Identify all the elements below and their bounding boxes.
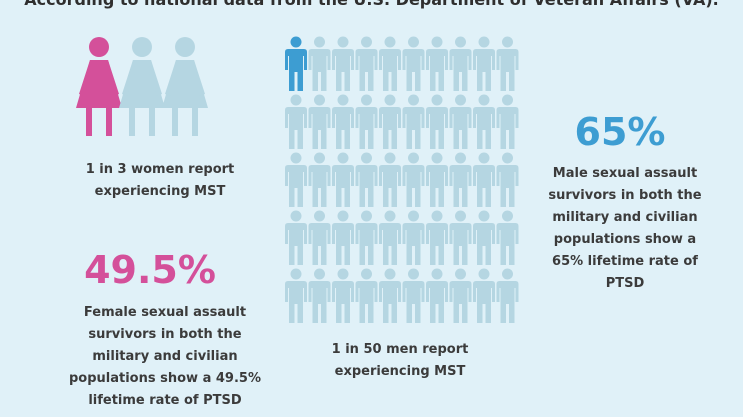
man-icon: [308, 94, 331, 149]
men-stat-caption: Male sexual assault survivors in both th…: [548, 166, 702, 291]
man-icon: [473, 268, 495, 323]
man-icon: [449, 152, 472, 207]
man-icon: [473, 152, 495, 207]
man-icon: [402, 210, 425, 265]
man-icon: [379, 210, 401, 265]
men-caption: 1 in 50 men report experiencing MST: [331, 342, 469, 379]
man-icon: [308, 210, 331, 265]
page-title: According to national data from the U.S.…: [0, 0, 743, 9]
woman-icon: [119, 37, 165, 136]
man-icon: [426, 94, 448, 149]
man-icon: [426, 36, 448, 91]
man-icon: [496, 36, 519, 91]
man-icon: [285, 210, 307, 265]
women-pictogram: [76, 37, 208, 136]
man-icon: [355, 36, 378, 91]
men-stat: 65%: [574, 110, 666, 154]
man-icon: [355, 210, 378, 265]
man-icon: [473, 210, 495, 265]
man-icon: [285, 152, 307, 207]
man-icon: [285, 36, 307, 91]
man-icon: [332, 36, 354, 91]
man-icon: [496, 94, 519, 149]
man-icon: [449, 268, 472, 323]
man-icon: [332, 94, 354, 149]
woman-icon: [76, 37, 122, 136]
man-icon: [496, 268, 519, 323]
woman-icon: [162, 37, 208, 136]
man-icon: [332, 210, 354, 265]
man-icon: [496, 152, 519, 207]
man-icon: [473, 94, 495, 149]
man-icon: [449, 210, 472, 265]
man-icon: [308, 152, 331, 207]
man-icon: [379, 94, 401, 149]
man-icon: [332, 268, 354, 323]
man-icon: [402, 36, 425, 91]
man-icon: [379, 152, 401, 207]
man-icon: [449, 36, 472, 91]
man-icon: [449, 94, 472, 149]
women-caption: 1 in 3 women report experiencing MST: [85, 162, 235, 199]
man-icon: [379, 268, 401, 323]
man-icon: [473, 36, 495, 91]
man-icon: [426, 210, 448, 265]
man-icon: [426, 152, 448, 207]
men-pictogram: [285, 36, 519, 323]
man-icon: [402, 94, 425, 149]
man-icon: [285, 94, 307, 149]
man-icon: [355, 268, 378, 323]
man-icon: [402, 268, 425, 323]
man-icon: [308, 36, 331, 91]
women-stat: 49.5%: [84, 248, 216, 292]
women-stat-caption: Female sexual assault survivors in both …: [68, 305, 261, 408]
man-icon: [332, 152, 354, 207]
man-icon: [496, 210, 519, 265]
man-icon: [355, 152, 378, 207]
man-icon: [426, 268, 448, 323]
man-icon: [308, 268, 331, 323]
man-icon: [379, 36, 401, 91]
man-icon: [402, 152, 425, 207]
man-icon: [355, 94, 378, 149]
man-icon: [285, 268, 307, 323]
